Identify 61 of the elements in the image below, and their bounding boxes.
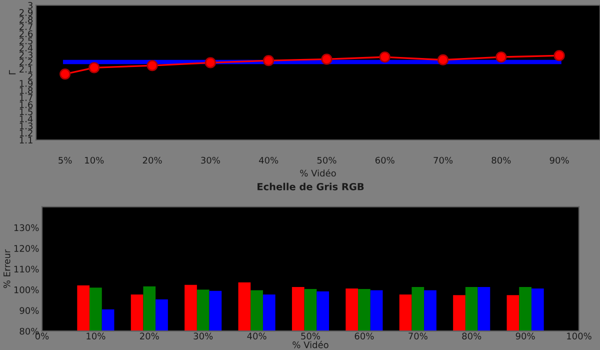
- y-tick-label: 1.6: [20, 101, 33, 108]
- x-tick-label: 20%: [140, 332, 159, 340]
- y-tick-label: 2.1: [20, 66, 32, 73]
- point: [263, 55, 274, 66]
- y-tick-label: 110%: [14, 266, 39, 273]
- y-axis-title: % Erreur: [3, 249, 10, 288]
- y-tick-label: 1.9: [20, 80, 33, 87]
- y-tick-label: 1.2: [20, 130, 32, 136]
- x-tick-label: 10%: [86, 332, 106, 340]
- y-tick-label: 100%: [14, 286, 39, 294]
- point: [88, 62, 100, 74]
- y-axis-title: Γ: [9, 70, 16, 74]
- y-tick-label: 2.2: [20, 58, 32, 66]
- y-tick-label: 1.7: [20, 94, 32, 101]
- y-tick-label: 1.5: [20, 108, 32, 116]
- x-tick-label: 5%: [58, 156, 72, 164]
- y-tick-label: 120%: [14, 244, 39, 252]
- x-tick-label: 80%: [462, 332, 482, 340]
- x-tick-label: 70%: [408, 332, 428, 340]
- y-tick-label: 2.4: [20, 44, 33, 52]
- y-tick-label: 1.4: [20, 116, 33, 122]
- x-tick-label: 60%: [375, 156, 394, 164]
- x-tick-label: 30%: [194, 332, 213, 340]
- y-tick-label: 3: [28, 2, 32, 9]
- point: [496, 51, 507, 63]
- y-tick-label: 2: [28, 72, 32, 80]
- x-tick-label: 80%: [492, 156, 511, 164]
- x-tick-label: 90%: [550, 156, 569, 164]
- x-tick-label: 50%: [317, 156, 336, 164]
- y-tick-label: 2.8: [20, 16, 33, 23]
- point: [554, 50, 565, 62]
- x-tick-label: 20%: [142, 156, 162, 164]
- x-tick-label: 70%: [434, 156, 453, 164]
- x-tick-label: 40%: [258, 156, 278, 164]
- y-tick-label: 1.1: [20, 136, 32, 144]
- y-tick-label: 1.8: [20, 87, 33, 94]
- point: [321, 54, 332, 65]
- x-tick-label: 0%: [35, 332, 49, 340]
- x-axis-title: % Vidéo: [292, 340, 328, 348]
- point: [146, 60, 158, 72]
- point: [204, 57, 216, 68]
- y-tick-label: 2.3: [20, 52, 32, 58]
- y-tick-label: 90%: [20, 307, 39, 314]
- x-tick-label: 40%: [247, 332, 266, 340]
- x-tick-label: 30%: [201, 156, 220, 164]
- x-axis-title: % Vidéo: [300, 169, 336, 177]
- x-tick-label: 60%: [354, 332, 374, 340]
- y-tick-label: 2.6: [20, 30, 33, 38]
- x-tick-label: 100%: [567, 332, 592, 340]
- y-tick-label: 1.3: [20, 122, 32, 130]
- y-tick-label: 2.7: [20, 23, 32, 30]
- point: [379, 51, 390, 63]
- point: [437, 54, 449, 66]
- y-tick-label: 2.9: [20, 9, 33, 16]
- x-tick-label: 90%: [516, 332, 535, 340]
- y-tick-label: 130%: [14, 224, 39, 232]
- x-tick-label: 50%: [301, 332, 320, 340]
- point: [60, 68, 71, 80]
- y-tick-label: 2.5: [20, 37, 32, 44]
- x-tick-label: 10%: [85, 156, 104, 164]
- chart-title: Echelle de Gris RGB: [258, 182, 364, 190]
